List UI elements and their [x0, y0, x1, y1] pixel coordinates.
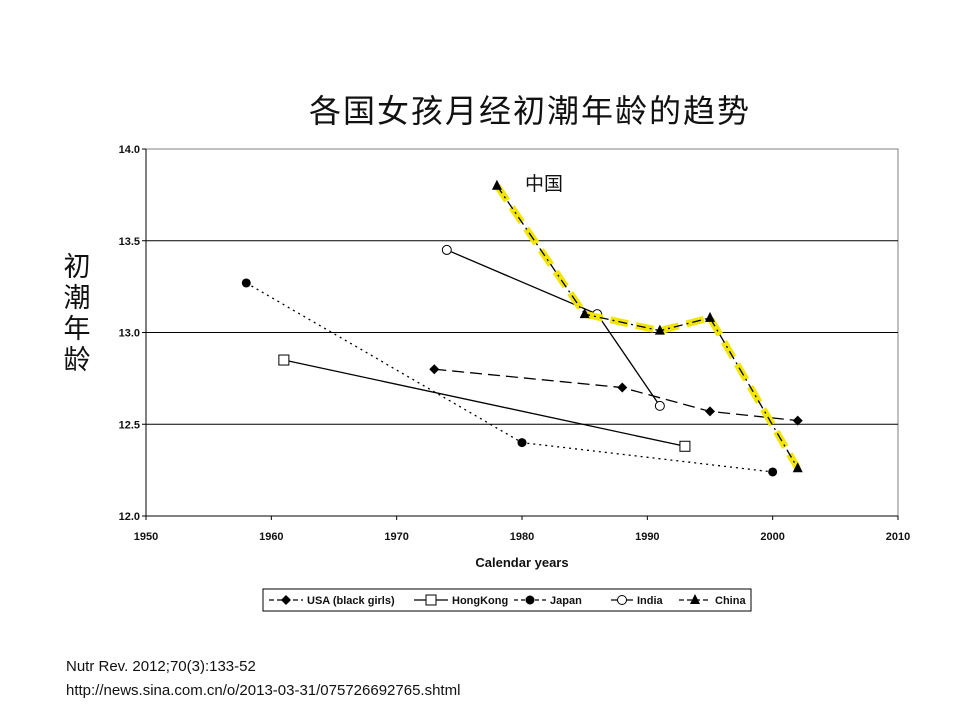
data-point [792, 415, 803, 426]
series-line [434, 368, 798, 422]
axes [142, 148, 899, 520]
page-title: 各国女孩月经初潮年龄的趋势 [308, 92, 751, 130]
y-tick-label: 13.0 [119, 328, 140, 340]
legend-marker [425, 594, 437, 606]
china-annotation: 中国 [525, 173, 563, 195]
legend-box [262, 588, 752, 612]
data-point [441, 244, 452, 255]
x-tick-label: 1990 [635, 531, 659, 543]
reference-citation: Nutr Rev. 2012;70(3):133-52 [66, 658, 256, 675]
y-axis-label-char: 潮 [63, 283, 91, 314]
legend-item: USA (black girls) [269, 595, 395, 607]
legend: USA (black girls) HongKong Japan India China [262, 588, 752, 612]
series-hongkong [278, 354, 691, 452]
x-tick-label: 1980 [510, 531, 534, 543]
y-axis-label-char: 龄 [63, 345, 91, 376]
data-point [679, 440, 691, 452]
data-point [705, 311, 715, 322]
data-point [654, 400, 665, 411]
legend-marker [617, 595, 627, 605]
legend-label: Japan [550, 595, 582, 607]
y-tick-label: 13.5 [119, 236, 140, 248]
legend-label: China [715, 595, 746, 607]
x-axis-title: Calendar years [475, 555, 568, 570]
series-group [241, 179, 803, 477]
series-japan [241, 278, 778, 477]
series-china [491, 179, 803, 473]
data-point [705, 406, 715, 417]
data-point [768, 467, 778, 477]
x-tick-label: 1960 [259, 531, 283, 543]
legend-item: Japan [514, 595, 582, 607]
legend-item: India [611, 595, 664, 607]
data-point [491, 179, 502, 190]
x-tick-label: 2000 [760, 531, 784, 543]
reference-url[interactable]: http://news.sina.com.cn/o/2013-03-31/075… [66, 682, 461, 699]
series-line [283, 359, 686, 447]
references: Nutr Rev. 2012;70(3):133-52 http://news.… [66, 655, 460, 703]
legend-label: India [637, 595, 664, 607]
data-point [241, 278, 251, 288]
data-point [278, 354, 290, 366]
data-point [429, 364, 440, 375]
legend-item: China [679, 594, 746, 607]
y-tick-labels: 12.0 12.5 13.0 13.5 14.0 [119, 144, 140, 523]
legend-marker [690, 594, 700, 604]
data-point [792, 462, 803, 473]
legend-label: USA (black girls) [307, 595, 395, 607]
legend-label: HongKong [452, 595, 508, 607]
legend-marker [281, 595, 291, 605]
y-tick-label: 14.0 [119, 144, 140, 156]
data-point [579, 308, 590, 319]
y-tick-label: 12.0 [119, 511, 140, 523]
x-tick-label: 1950 [134, 531, 158, 543]
x-tick-label: 1970 [384, 531, 408, 543]
data-point [617, 382, 628, 393]
x-tick-label: 2010 [886, 531, 910, 543]
series-usa-black-girls [429, 364, 803, 426]
x-tick-labels: 1950 1960 1970 1980 1990 2000 2010 [134, 531, 910, 543]
legend-marker [525, 595, 535, 605]
y-tick-label: 12.5 [119, 419, 140, 431]
data-point [654, 324, 665, 335]
y-axis-label-char: 初 [63, 252, 91, 283]
y-axis-label: 初 潮 年 龄 [60, 252, 94, 376]
legend-item: HongKong [414, 594, 508, 607]
data-point [517, 438, 527, 448]
y-axis-label-char: 年 [63, 314, 91, 345]
